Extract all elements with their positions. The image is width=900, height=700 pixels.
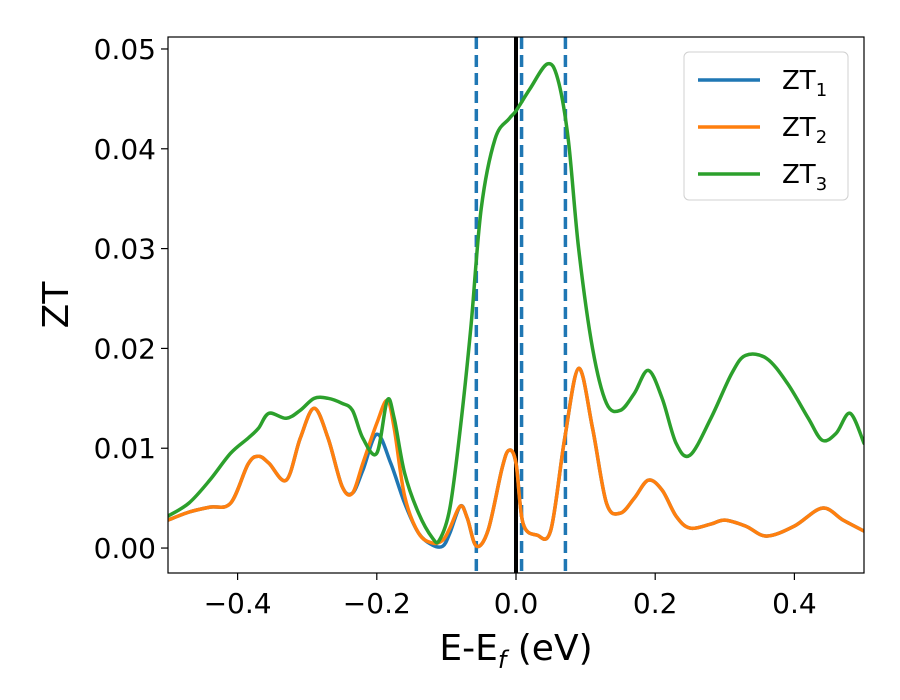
y-tick-label: 0.02 — [94, 332, 156, 365]
x-axis-title-unit: (eV) — [506, 628, 592, 669]
legend-label-subscript: 1 — [816, 80, 827, 101]
x-axis: −0.4 −0.2 0.0 0.2 0.4 — [204, 573, 817, 620]
x-tick-label: −0.4 — [204, 587, 272, 620]
x-tick-label: −0.2 — [343, 587, 411, 620]
y-axis: 0.00 0.01 0.02 0.03 0.04 0.05 — [94, 33, 168, 565]
y-tick-label: 0.04 — [94, 133, 156, 166]
legend-label-2: ZT2 — [782, 113, 827, 148]
x-tick-label: 0.4 — [772, 587, 817, 620]
legend-label-3: ZT3 — [782, 160, 827, 195]
vertical-lines — [474, 37, 568, 573]
series-line-2 — [168, 366, 864, 549]
legend-label-subscript: 2 — [816, 127, 827, 148]
legend-box — [683, 51, 849, 201]
series-line-3 — [168, 61, 864, 545]
y-tick-label: 0.00 — [94, 532, 156, 565]
y-tick-label: 0.05 — [94, 33, 156, 66]
legend-label-main: ZT — [782, 66, 816, 96]
x-axis-title: E-Ef (eV) — [439, 628, 592, 674]
y-tick-label: 0.03 — [94, 233, 156, 266]
x-tick-label: 0.2 — [633, 587, 678, 620]
legend-label-1: ZT1 — [782, 66, 827, 101]
series-layer — [168, 61, 864, 549]
x-tick-label: 0.0 — [494, 587, 539, 620]
legend-label-main: ZT — [782, 160, 816, 190]
y-tick-label: 0.01 — [94, 432, 156, 465]
legend-label-main: ZT — [782, 113, 816, 143]
legend-label-subscript: 3 — [816, 174, 827, 195]
x-axis-title-main: E-E — [439, 628, 497, 669]
y-axis-title: ZT — [36, 281, 77, 329]
